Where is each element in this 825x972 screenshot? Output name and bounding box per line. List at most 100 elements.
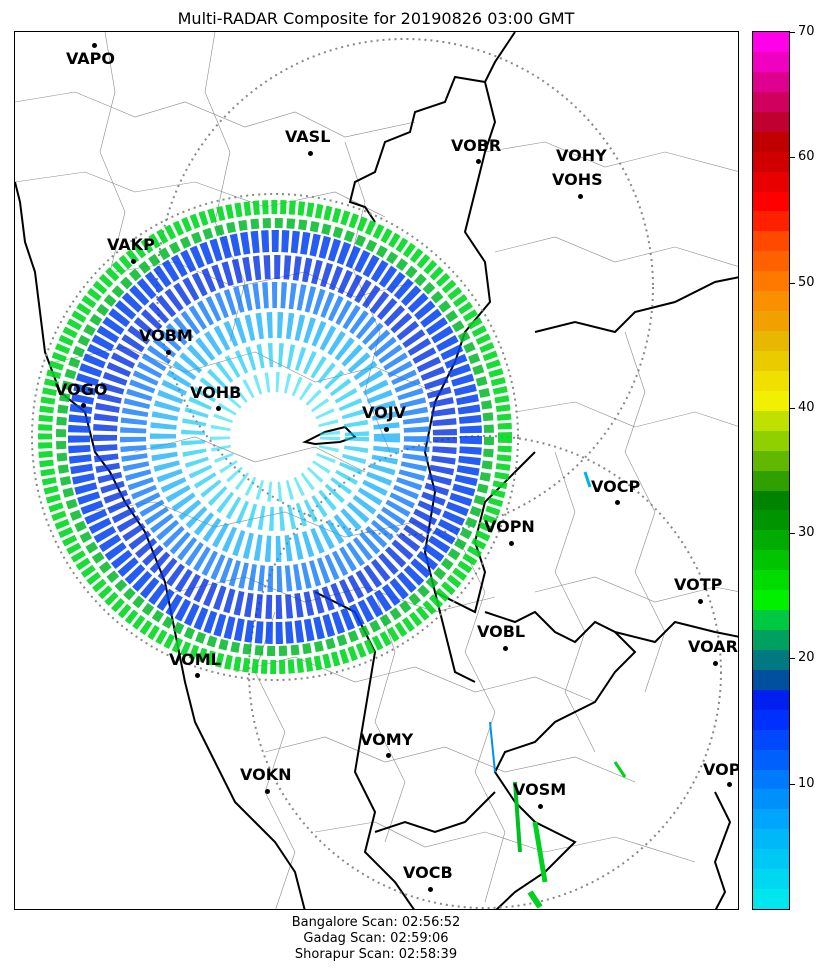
colorbar-segment [753, 370, 789, 391]
station-label-vocb[interactable]: VOCB [403, 863, 453, 882]
colorbar-segment [753, 570, 789, 591]
station-label-vohs[interactable]: VOHS [552, 170, 603, 189]
radar-echoes [38, 200, 627, 909]
colorbar-segment [753, 649, 789, 670]
station-dot [92, 43, 97, 48]
colorbar-segment [753, 470, 789, 491]
colorbar-segment [753, 330, 789, 351]
station-dot [503, 646, 508, 651]
station-label-voml[interactable]: VOML [169, 650, 221, 669]
station-dot [476, 159, 481, 164]
station-dot [615, 500, 620, 505]
station-label-vapo[interactable]: VAPO [66, 49, 116, 68]
colorbar-segment [753, 32, 789, 52]
scan-time-gadag: Gadag Scan: 02:59:06 [303, 931, 449, 946]
station-label-votp[interactable]: VOTP [674, 575, 723, 594]
station-dot [698, 599, 703, 604]
scan-time-shorapur: Shorapur Scan: 02:58:39 [294, 947, 458, 962]
colorbar-tick-label: 60 [798, 149, 815, 165]
station-label-vopc[interactable]: VOPC [703, 760, 738, 779]
colorbar-segment [753, 689, 789, 710]
state-boundaries [15, 32, 738, 909]
station-label-vomy[interactable]: VOMY [360, 730, 414, 749]
colorbar-tick [790, 157, 795, 159]
colorbar-tick [790, 533, 795, 535]
station-label-vocp[interactable]: VOCP [591, 477, 641, 496]
reflectivity-colorbar [752, 31, 790, 910]
station-dot [195, 673, 200, 678]
station-dot [578, 194, 583, 199]
station-label-vojv[interactable]: VOJV [362, 403, 407, 422]
colorbar-segment [753, 669, 789, 690]
colorbar-segment [753, 71, 789, 92]
colorbar-segment [753, 829, 789, 850]
colorbar-tick-label: 70 [798, 24, 815, 39]
station-label-vasl[interactable]: VASL [285, 127, 331, 146]
station-dot [384, 427, 389, 432]
colorbar-segment [753, 191, 789, 212]
station-label-vokn[interactable]: VOKN [240, 765, 292, 784]
station-label-vopn[interactable]: VOPN [484, 517, 535, 536]
station-label-vohy[interactable]: VOHY [556, 146, 607, 165]
colorbar-segment [753, 789, 789, 810]
station-dot [265, 789, 270, 794]
colorbar-tick-label: 20 [798, 650, 815, 666]
station-label-vobr[interactable]: VOBR [451, 136, 502, 155]
colorbar-segment [753, 211, 789, 232]
colorbar-segment [753, 590, 789, 611]
station-dot [386, 753, 391, 758]
map-canvas [15, 32, 738, 909]
station-label-voar[interactable]: VOAR [688, 637, 738, 656]
colorbar-segment [753, 629, 789, 650]
colorbar-tick-label: 50 [798, 274, 815, 290]
colorbar-segment [753, 171, 789, 192]
colorbar-tick [790, 32, 795, 33]
colorbar-tick-label: 30 [798, 525, 815, 541]
station-dot [538, 804, 543, 809]
station-label-vogo[interactable]: VOGO [55, 380, 108, 399]
colorbar-segment [753, 430, 789, 451]
station-dot [216, 406, 221, 411]
station-dot [713, 661, 718, 666]
colorbar-segment [753, 869, 789, 890]
colorbar-segment [753, 530, 789, 551]
colorbar-segment [753, 809, 789, 830]
colorbar-tick [790, 658, 795, 660]
colorbar-segment [753, 610, 789, 631]
colorbar-segment [753, 390, 789, 411]
station-label-vosm[interactable]: VOSM [513, 780, 567, 799]
colorbar-segment [753, 231, 789, 252]
colorbar-segment [753, 311, 789, 332]
station-label-vobl[interactable]: VOBL [477, 622, 526, 641]
station-dot [166, 350, 171, 355]
colorbar-segment [753, 889, 789, 909]
colorbar-tick [790, 282, 795, 284]
colorbar-segment [753, 91, 789, 112]
station-dot [509, 541, 514, 546]
station-label-vohb[interactable]: VOHB [190, 383, 242, 402]
colorbar-segment [753, 111, 789, 132]
colorbar-segment [753, 749, 789, 770]
radar-map[interactable]: VAPO VASL VOBR VOHY VOHS VAKP VOBM VOGO … [14, 31, 739, 910]
station-label-vakp[interactable]: VAKP [107, 235, 155, 254]
station-label-vobm[interactable]: VOBM [139, 326, 193, 345]
colorbar-segment [753, 410, 789, 431]
colorbar-tick-label: 10 [798, 775, 815, 791]
colorbar-segment [753, 490, 789, 511]
chart-title: Multi-RADAR Composite for 20190826 03:00… [177, 9, 575, 28]
radar-range-rings [31, 38, 722, 909]
colorbar-tick-label: 40 [798, 399, 815, 415]
colorbar-segment [753, 550, 789, 571]
colorbar-segment [753, 291, 789, 312]
station-dot [131, 259, 136, 264]
colorbar-segment [753, 271, 789, 292]
colorbar-tick [790, 783, 795, 785]
colorbar-segment [753, 151, 789, 172]
colorbar-segment [753, 729, 789, 750]
station-dot [727, 782, 732, 787]
colorbar-segment [753, 350, 789, 371]
colorbar-segment [753, 450, 789, 471]
colorbar-segment [753, 51, 789, 72]
colorbar-segment [753, 769, 789, 790]
colorbar-segment [753, 849, 789, 870]
